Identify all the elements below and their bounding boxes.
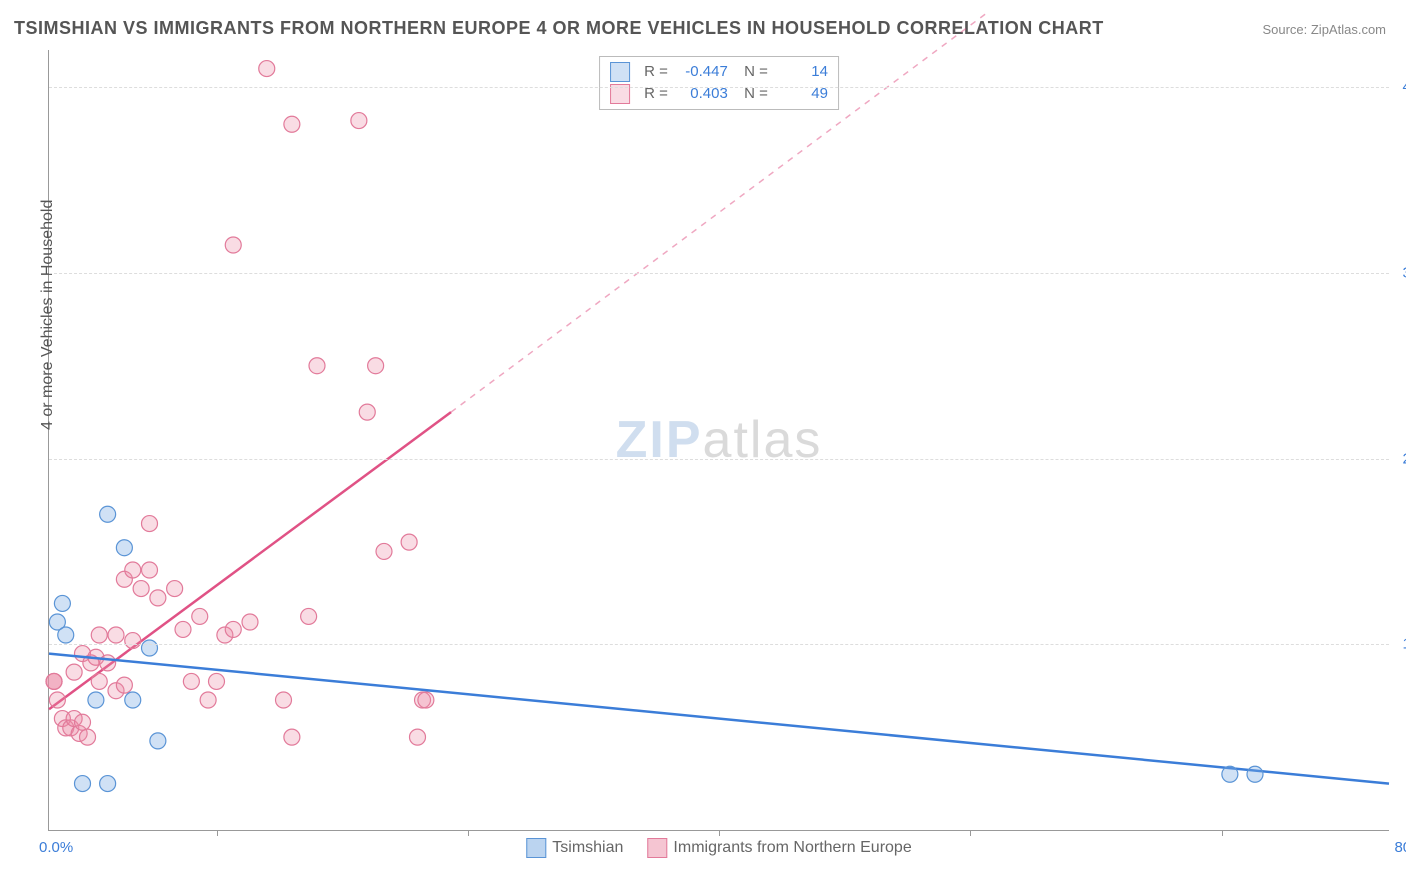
source-label: Source: ZipAtlas.com xyxy=(1262,22,1386,37)
legend-label-2: Immigrants from Northern Europe xyxy=(673,839,911,856)
gridline xyxy=(49,87,1389,88)
x-max-label: 80.0% xyxy=(1394,839,1406,856)
y-tick-label: 20.0% xyxy=(1402,450,1406,467)
chart-title: TSIMSHIAN VS IMMIGRANTS FROM NORTHERN EU… xyxy=(14,18,1104,39)
gridline xyxy=(49,459,1389,460)
legend-item-1: Tsimshian xyxy=(526,838,623,858)
x-tick xyxy=(719,830,720,836)
legend-swatch-2 xyxy=(647,838,667,858)
plot-area: 4 or more Vehicles in Household ZIPatlas… xyxy=(48,50,1389,831)
x-tick xyxy=(970,830,971,836)
gridline xyxy=(49,644,1389,645)
y-tick-label: 30.0% xyxy=(1402,264,1406,281)
y-tick-label: 10.0% xyxy=(1402,636,1406,653)
y-tick-label: 40.0% xyxy=(1402,79,1406,96)
chart-svg xyxy=(49,50,1389,830)
legend-label-1: Tsimshian xyxy=(552,839,623,856)
series-legend: Tsimshian Immigrants from Northern Europ… xyxy=(526,838,911,858)
chart-container: TSIMSHIAN VS IMMIGRANTS FROM NORTHERN EU… xyxy=(0,0,1406,892)
x-tick xyxy=(217,830,218,836)
x-min-label: 0.0% xyxy=(39,839,73,856)
x-tick xyxy=(1222,830,1223,836)
x-tick xyxy=(468,830,469,836)
gridline xyxy=(49,273,1389,274)
legend-item-2: Immigrants from Northern Europe xyxy=(647,838,911,858)
legend-swatch-1 xyxy=(526,838,546,858)
